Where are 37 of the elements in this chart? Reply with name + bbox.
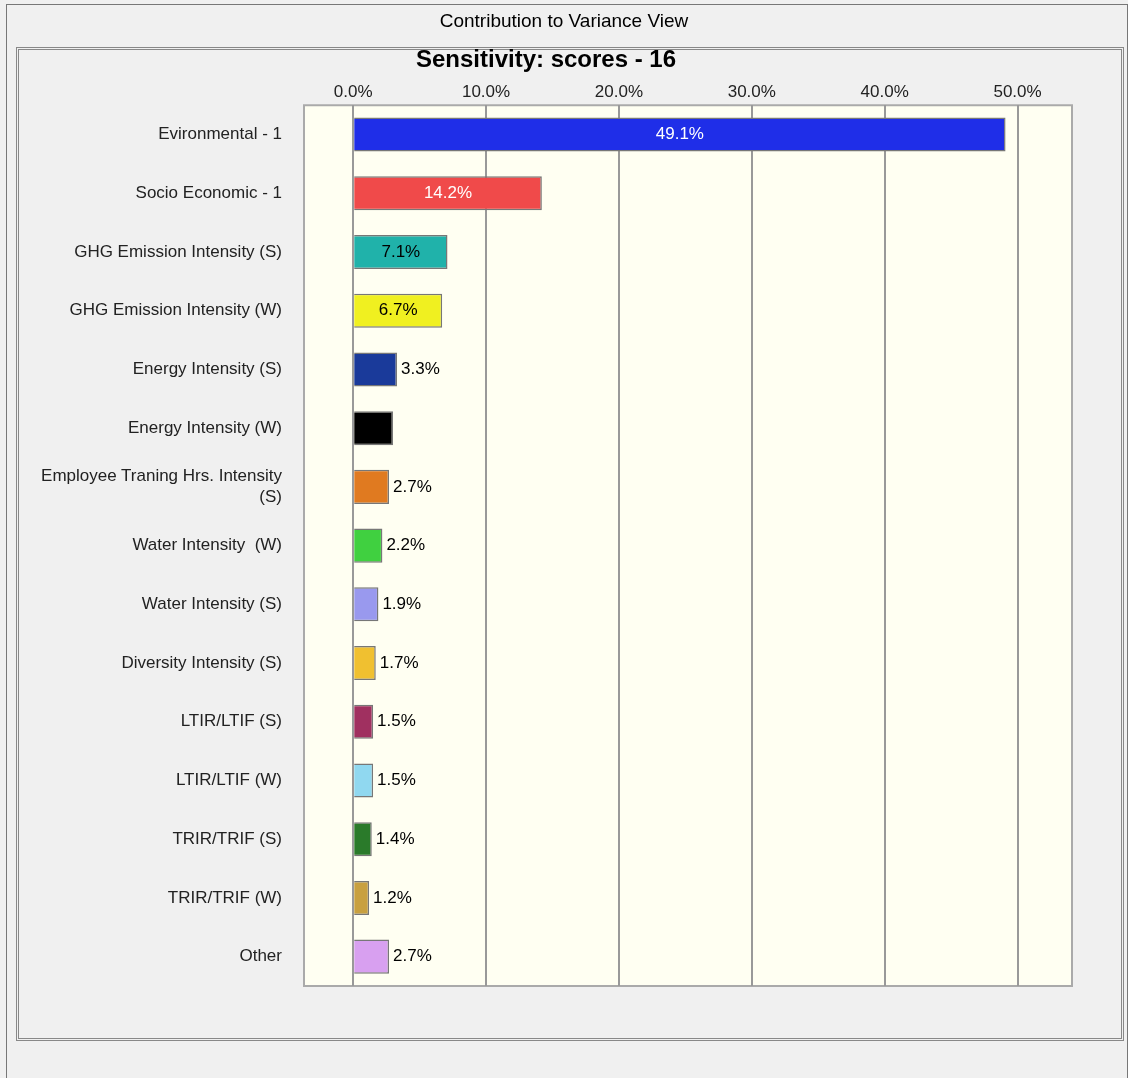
data-label: 1.5%: [377, 711, 416, 731]
chart-title: Sensitivity: scores - 16: [415, 45, 677, 73]
data-label: 1.9%: [382, 594, 422, 614]
data-label: 2.7%: [393, 946, 432, 966]
x-tick-label: 10.0%: [461, 81, 511, 101]
data-label: 1.2%: [373, 887, 412, 907]
data-label: 2.2%: [386, 535, 426, 555]
y-tick-label: TRIR/TRIF (S): [172, 828, 282, 848]
y-tick-label: LTIR/LTIF (S): [180, 711, 282, 731]
x-tick-label: 0.0%: [333, 81, 373, 101]
y-tick-label: Diversity Intensity (S): [121, 652, 282, 672]
data-label: 6.7%: [378, 300, 418, 320]
y-tick-label: Energy Intensity (S): [132, 359, 282, 379]
y-tick-label: GHG Emission Intensity (W): [69, 300, 282, 320]
data-label: 14.2%: [423, 182, 473, 202]
y-tick-label: Water Intensity (W): [132, 535, 282, 555]
data-label: 1.4%: [375, 828, 415, 848]
data-label: 2.7%: [393, 476, 432, 496]
y-tick-label: Employee Traning Hrs. Intensity (S): [41, 466, 283, 506]
x-tick-label: 50.0%: [993, 81, 1042, 101]
x-tick-label: 40.0%: [860, 81, 909, 101]
x-tick-label: 30.0%: [727, 81, 776, 101]
y-tick-label: Water Intensity (S): [141, 594, 282, 614]
y-tick-label: Energy Intensity (W): [128, 417, 282, 437]
y-tick-label: TRIR/TRIF (W): [167, 887, 282, 907]
x-tick-label: 20.0%: [594, 81, 644, 101]
text: Contribution to Variance View: [438, 10, 690, 32]
y-tick-label: Evironmental - 1: [158, 124, 282, 144]
y-tick-label: Socio Economic - 1: [135, 182, 282, 202]
y-tick-label: GHG Emission Intensity (S): [74, 241, 282, 261]
data-label: 49.1%: [655, 124, 704, 144]
data-label: 7.1%: [381, 241, 421, 261]
data-label: 3.3%: [401, 359, 440, 379]
data-label: 1.7%: [379, 652, 419, 672]
data-label: 1.5%: [377, 770, 416, 790]
y-tick-label: LTIR/LTIF (W): [175, 770, 282, 790]
y-tick-label: Other: [239, 946, 283, 966]
